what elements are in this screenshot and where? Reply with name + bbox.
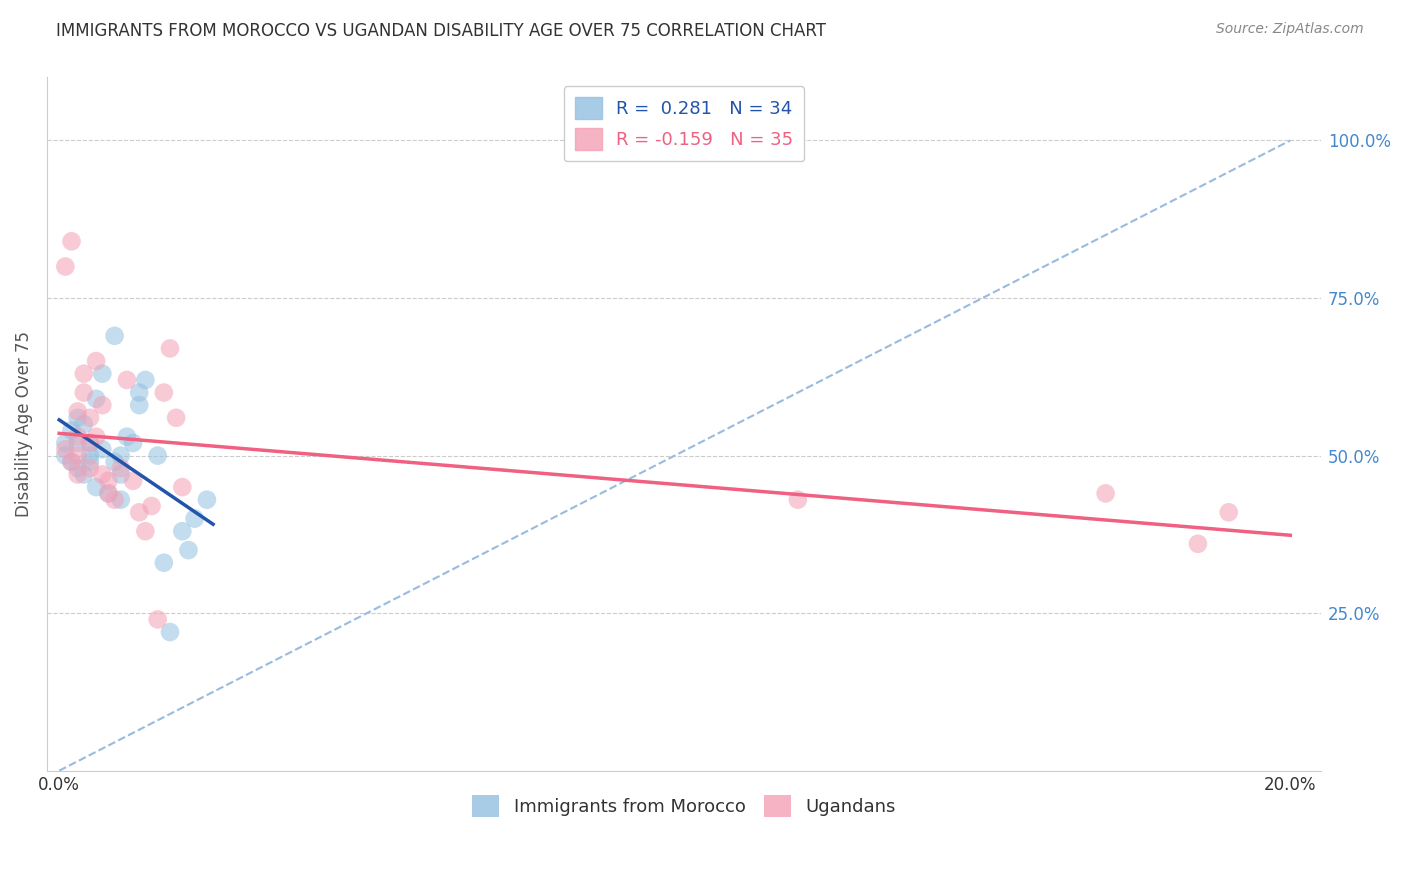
Point — [1187, 537, 1209, 551]
Point — [79, 410, 101, 425]
Point — [84, 354, 107, 368]
Point — [66, 436, 89, 450]
Point — [66, 410, 89, 425]
Point — [172, 524, 194, 539]
Point — [84, 480, 107, 494]
Point — [122, 436, 145, 450]
Point — [66, 404, 89, 418]
Point — [177, 543, 200, 558]
Text: Source: ZipAtlas.com: Source: ZipAtlas.com — [1216, 22, 1364, 37]
Point — [66, 461, 89, 475]
Point — [60, 423, 83, 437]
Point — [91, 398, 114, 412]
Point — [141, 499, 163, 513]
Point — [1094, 486, 1116, 500]
Point — [1218, 505, 1240, 519]
Point — [97, 474, 120, 488]
Point — [122, 474, 145, 488]
Point — [66, 430, 89, 444]
Point — [60, 455, 83, 469]
Point — [165, 410, 187, 425]
Point — [786, 492, 808, 507]
Point — [97, 486, 120, 500]
Point — [110, 461, 132, 475]
Point — [79, 436, 101, 450]
Point — [73, 467, 96, 482]
Point — [79, 436, 101, 450]
Point — [60, 455, 83, 469]
Point — [153, 385, 176, 400]
Point — [97, 486, 120, 500]
Point — [79, 455, 101, 469]
Point — [53, 442, 76, 457]
Point — [128, 385, 150, 400]
Point — [104, 492, 127, 507]
Point — [104, 455, 127, 469]
Point — [91, 467, 114, 482]
Point — [110, 492, 132, 507]
Y-axis label: Disability Age Over 75: Disability Age Over 75 — [15, 331, 32, 517]
Text: IMMIGRANTS FROM MOROCCO VS UGANDAN DISABILITY AGE OVER 75 CORRELATION CHART: IMMIGRANTS FROM MOROCCO VS UGANDAN DISAB… — [56, 22, 827, 40]
Point — [146, 449, 169, 463]
Point — [172, 480, 194, 494]
Point — [60, 235, 83, 249]
Point — [91, 442, 114, 457]
Point — [53, 436, 76, 450]
Point — [84, 430, 107, 444]
Point — [53, 449, 76, 463]
Point — [195, 492, 218, 507]
Point — [110, 449, 132, 463]
Legend: Immigrants from Morocco, Ugandans: Immigrants from Morocco, Ugandans — [465, 788, 903, 824]
Point — [159, 625, 181, 640]
Point — [146, 612, 169, 626]
Point — [153, 556, 176, 570]
Point — [79, 449, 101, 463]
Point — [128, 398, 150, 412]
Point — [53, 260, 76, 274]
Point — [134, 373, 156, 387]
Point — [79, 461, 101, 475]
Point — [73, 367, 96, 381]
Point — [91, 367, 114, 381]
Point — [128, 505, 150, 519]
Point — [110, 467, 132, 482]
Point — [84, 392, 107, 406]
Point — [115, 430, 138, 444]
Point — [66, 467, 89, 482]
Point — [66, 449, 89, 463]
Point — [159, 342, 181, 356]
Point — [134, 524, 156, 539]
Point — [104, 328, 127, 343]
Point — [183, 511, 205, 525]
Point — [73, 385, 96, 400]
Point — [73, 417, 96, 431]
Point — [115, 373, 138, 387]
